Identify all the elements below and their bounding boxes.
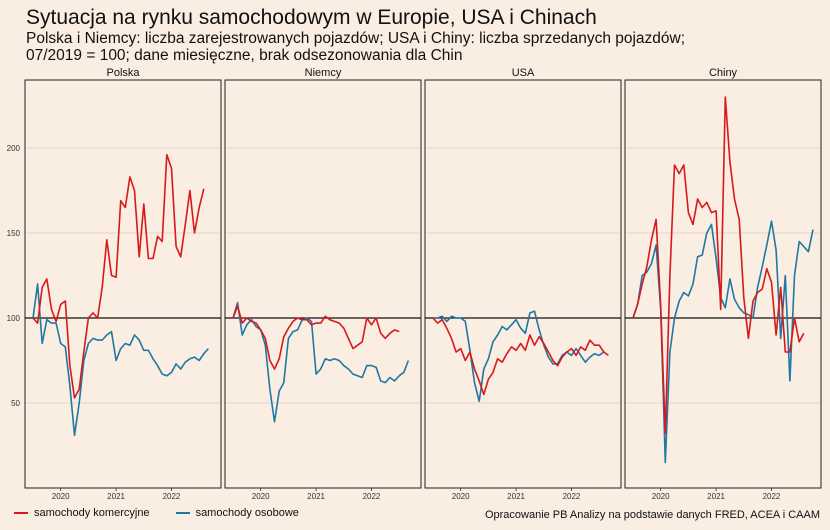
- x-tick-label: 2020: [52, 492, 70, 501]
- y-tick-label: 200: [7, 144, 21, 153]
- panel-border: [624, 79, 822, 489]
- chart-title: Sytuacja na rynku samochodowym w Europie…: [26, 6, 597, 29]
- panel-border: [224, 79, 422, 489]
- series-line-passenger: [433, 310, 605, 403]
- series-line-passenger: [32, 283, 209, 437]
- chart-subtitle-line2: 07/2019 = 100; dane miesięczne, brak ods…: [26, 47, 463, 64]
- source-note: Opracowanie PB Analizy na podstawie dany…: [484, 509, 820, 521]
- panel-label: Chiny: [709, 67, 738, 79]
- title-block: Sytuacja na rynku samochodowym w Europie…: [26, 6, 685, 64]
- x-tick-label: 2022: [363, 492, 381, 501]
- chart-subtitle-line1: Polska i Niemcy: liczba zarejestrowanych…: [26, 30, 686, 47]
- legend-swatch-passenger: [175, 512, 190, 514]
- x-tick-label: 2021: [507, 492, 525, 501]
- legend-item-commercial: samochody komercyjne: [14, 507, 150, 519]
- panel-label: USA: [512, 67, 535, 79]
- series-line-commercial: [432, 317, 609, 396]
- x-tick-label: 2021: [307, 492, 325, 501]
- series-line-passenger: [632, 220, 814, 464]
- y-tick-label: 150: [7, 229, 21, 238]
- x-tick-label: 2021: [707, 492, 725, 501]
- x-tick-label: 2022: [163, 492, 181, 501]
- legend: samochody komercyjne samochody osobowe: [14, 507, 325, 519]
- x-tick-label: 2020: [252, 492, 270, 501]
- series-line-commercial: [232, 305, 400, 370]
- panel-label: Polska: [106, 67, 140, 79]
- panel-border: [424, 79, 622, 489]
- legend-label-commercial: samochody komercyjne: [34, 507, 150, 519]
- x-tick-label: 2020: [652, 492, 670, 501]
- series-line-passenger: [232, 301, 410, 423]
- panel-border: [24, 79, 222, 489]
- x-tick-label: 2022: [563, 492, 581, 501]
- y-tick-label: 50: [11, 399, 20, 408]
- legend-swatch-commercial: [14, 512, 28, 514]
- legend-item-passenger: samochody osobowe: [175, 507, 299, 519]
- x-tick-label: 2020: [452, 492, 470, 501]
- series-line-commercial: [32, 154, 205, 399]
- y-tick-label: 100: [7, 314, 21, 323]
- series-line-commercial: [632, 96, 805, 435]
- legend-label-passenger: samochody osobowe: [195, 507, 299, 519]
- x-tick-label: 2021: [107, 492, 125, 501]
- x-tick-label: 2022: [763, 492, 781, 501]
- panel-label: Niemcy: [305, 67, 342, 79]
